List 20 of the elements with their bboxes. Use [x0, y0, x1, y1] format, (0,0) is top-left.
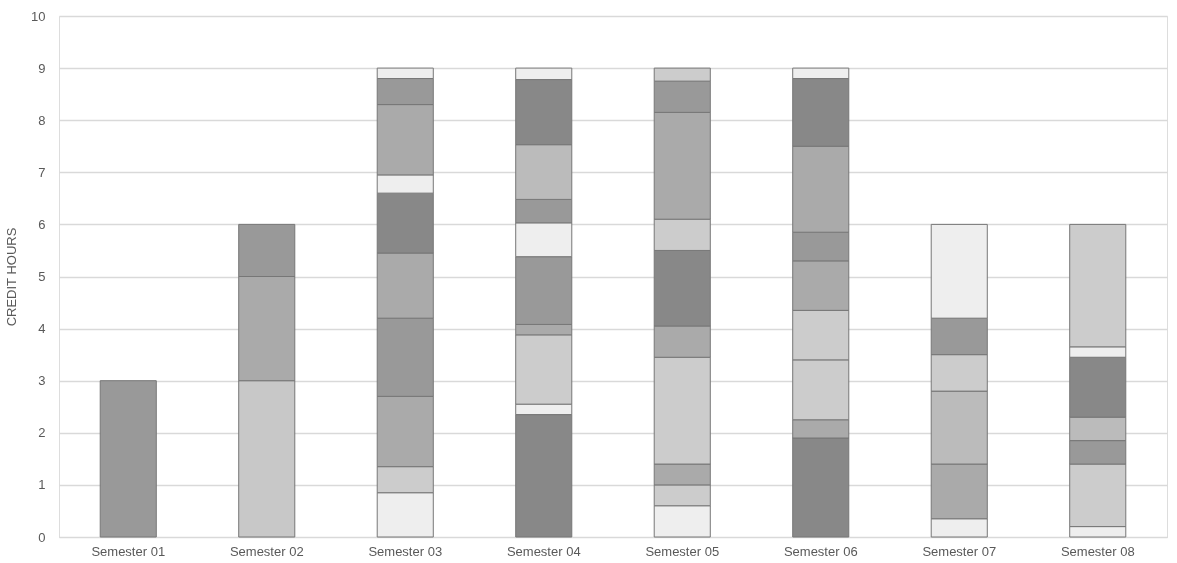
y-tick-label: 8 — [38, 112, 46, 128]
y-tick-label: 6 — [38, 216, 46, 232]
x-tick-label: Semester 08 — [1060, 543, 1135, 559]
x-tick-label: Semester 07 — [922, 543, 997, 559]
y-tick-label: 10 — [31, 8, 46, 24]
y-tick-label: 4 — [38, 321, 46, 337]
x-tick-label: Semester 05 — [645, 543, 720, 559]
x-tick-label: Semester 04 — [506, 543, 581, 559]
x-tick-label: Semester 06 — [783, 543, 858, 559]
y-tick-label: 1 — [38, 477, 46, 493]
x-tick-label: Semester 03 — [368, 543, 443, 559]
y-tick-label: 0 — [38, 529, 46, 545]
y-tick-label: 3 — [38, 373, 46, 389]
y-tick-label: 5 — [38, 269, 46, 284]
x-tick-label: Semester 02 — [229, 543, 304, 559]
y-tick-label: 7 — [38, 164, 46, 180]
y-axis-title: CREDIT HOURS — [4, 227, 20, 327]
y-tick-label: 2 — [38, 425, 46, 441]
x-tick-label: Semester 01 — [91, 543, 166, 559]
y-tick-label: 9 — [38, 60, 46, 76]
